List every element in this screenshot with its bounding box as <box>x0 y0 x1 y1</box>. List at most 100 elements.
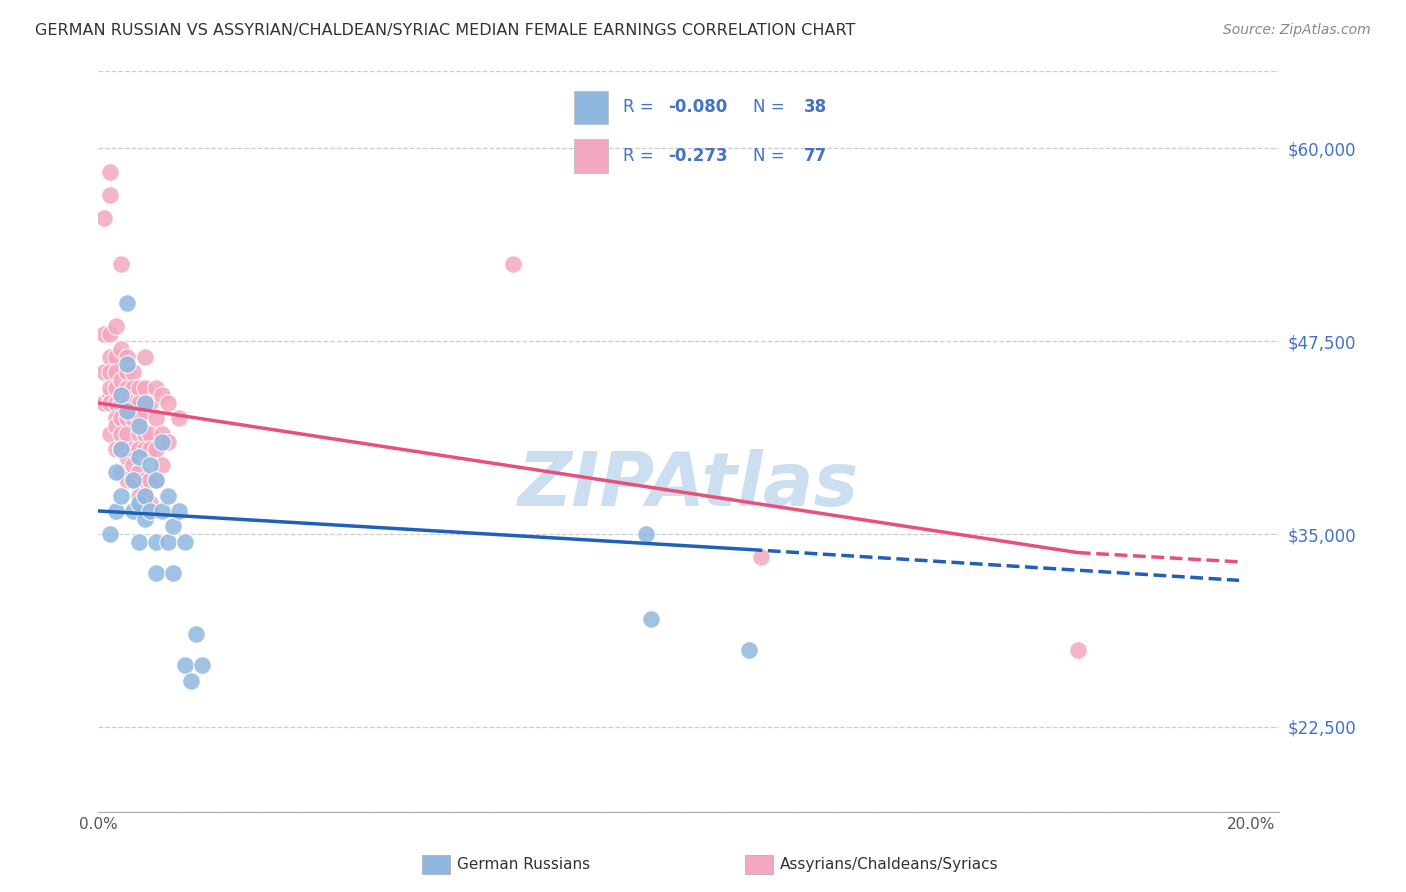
Point <box>167 411 190 425</box>
Point <box>115 411 138 425</box>
Point <box>122 504 145 518</box>
Point <box>139 496 162 510</box>
Point <box>139 473 162 487</box>
Point <box>93 365 115 379</box>
Point <box>110 426 132 441</box>
Point <box>122 442 145 457</box>
Point <box>115 365 138 379</box>
Point <box>122 380 145 394</box>
Point <box>139 504 162 518</box>
Point <box>115 350 138 364</box>
Point <box>115 295 138 310</box>
Text: R =: R = <box>623 146 659 165</box>
Bar <box>575 91 607 124</box>
Text: 77: 77 <box>804 146 828 165</box>
Text: -0.273: -0.273 <box>668 146 728 165</box>
Bar <box>575 139 607 173</box>
Text: -0.080: -0.080 <box>668 98 727 117</box>
Point <box>128 489 150 503</box>
Point <box>502 257 524 271</box>
Point <box>104 350 127 364</box>
Point <box>150 458 173 472</box>
Point <box>115 396 138 410</box>
Point <box>110 442 132 457</box>
Point <box>104 466 127 480</box>
Text: Source: ZipAtlas.com: Source: ZipAtlas.com <box>1223 23 1371 37</box>
Point <box>98 187 121 202</box>
Point <box>115 403 138 417</box>
Point <box>128 411 150 425</box>
Point <box>167 504 190 518</box>
Point <box>156 534 179 549</box>
Point <box>115 450 138 464</box>
Text: N =: N = <box>752 146 790 165</box>
Point <box>156 489 179 503</box>
Point <box>122 365 145 379</box>
Point <box>104 442 127 457</box>
Point <box>134 489 156 503</box>
Point <box>110 257 132 271</box>
Point <box>93 326 115 341</box>
Point <box>115 380 138 394</box>
Point <box>180 673 202 688</box>
Point <box>122 458 145 472</box>
Point <box>134 396 156 410</box>
Point <box>128 396 150 410</box>
Point <box>110 373 132 387</box>
Point <box>145 411 167 425</box>
Point <box>145 442 167 457</box>
Point <box>128 534 150 549</box>
Point <box>134 442 156 457</box>
Point <box>145 473 167 487</box>
Point <box>98 396 121 410</box>
Point <box>162 566 184 580</box>
Point <box>134 489 156 503</box>
Text: N =: N = <box>752 98 790 117</box>
Point <box>122 473 145 487</box>
Point <box>128 419 150 434</box>
Point <box>139 396 162 410</box>
Point <box>98 426 121 441</box>
Point <box>134 511 156 525</box>
Point <box>150 434 173 449</box>
Point <box>122 411 145 425</box>
Point <box>110 442 132 457</box>
Point <box>98 388 121 402</box>
Text: GERMAN RUSSIAN VS ASSYRIAN/CHALDEAN/SYRIAC MEDIAN FEMALE EARNINGS CORRELATION CH: GERMAN RUSSIAN VS ASSYRIAN/CHALDEAN/SYRI… <box>35 23 855 38</box>
Point <box>128 450 150 464</box>
Point <box>93 211 115 225</box>
Point <box>128 380 150 394</box>
Text: Assyrians/Chaldeans/Syriacs: Assyrians/Chaldeans/Syriacs <box>780 857 998 871</box>
Point <box>110 342 132 356</box>
Point <box>98 326 121 341</box>
Point <box>634 527 657 541</box>
Point <box>110 489 132 503</box>
Point <box>98 380 121 394</box>
Point <box>115 358 138 372</box>
Point <box>156 434 179 449</box>
Point <box>156 396 179 410</box>
Point <box>110 388 132 402</box>
Point <box>191 658 214 673</box>
Point <box>139 426 162 441</box>
Point <box>134 473 156 487</box>
Point <box>98 365 121 379</box>
Point <box>134 380 156 394</box>
Point <box>122 473 145 487</box>
Point <box>139 442 162 457</box>
Text: 38: 38 <box>804 98 827 117</box>
Point <box>110 466 132 480</box>
Point <box>145 566 167 580</box>
Point <box>128 466 150 480</box>
Point <box>1067 642 1090 657</box>
Point <box>186 627 208 641</box>
Point <box>150 388 173 402</box>
Point <box>134 403 156 417</box>
Point <box>145 534 167 549</box>
Point <box>173 534 195 549</box>
Point <box>104 380 127 394</box>
Point <box>145 380 167 394</box>
Point <box>134 350 156 364</box>
Point <box>110 411 132 425</box>
Text: R =: R = <box>623 98 659 117</box>
